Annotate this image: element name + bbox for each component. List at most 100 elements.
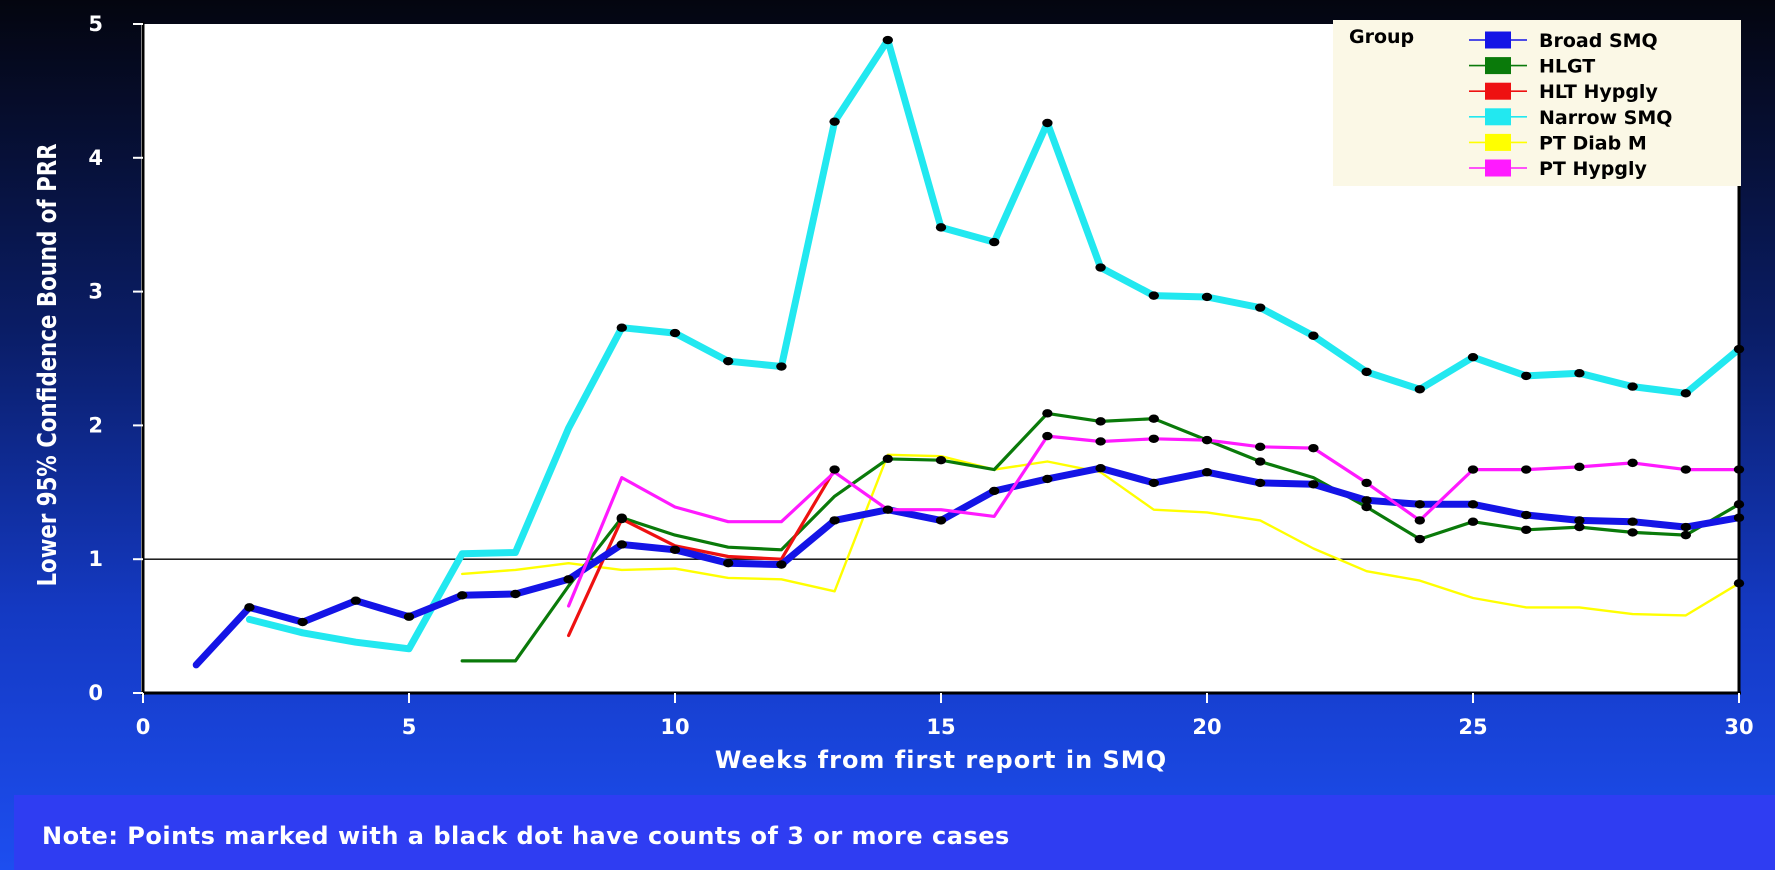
series-line-hlt-hypgly [566, 468, 837, 638]
data-point-pt-hypgly [1627, 458, 1638, 468]
data-point-narrow-smq [1467, 352, 1479, 362]
x-tick-label: 5 [402, 715, 417, 739]
data-point-broad-smq [1521, 510, 1532, 520]
y-tick-label: 1 [88, 547, 103, 571]
legend-title: Group [1349, 26, 1414, 48]
data-point-hlgt [1414, 534, 1426, 544]
legend-label-narrow-smq: Narrow SMQ [1539, 107, 1672, 129]
legend-swatch-broad-smq [1485, 31, 1511, 49]
x-tick-label: 15 [926, 715, 955, 739]
data-point-narrow-smq [723, 356, 734, 366]
data-point-pt-hypgly [1148, 434, 1160, 443]
data-point-narrow-smq [1574, 369, 1585, 378]
legend-label-pt-hypgly: PT Hypgly [1539, 158, 1648, 180]
data-point-broad-smq [403, 612, 415, 621]
data-point-broad-smq [669, 545, 681, 555]
data-point-broad-smq [1095, 464, 1106, 473]
data-point-narrow-smq [1521, 371, 1532, 381]
data-point-hlgt [1255, 457, 1266, 466]
data-point-hlt-hypgly [616, 514, 627, 524]
data-point-narrow-smq [1308, 331, 1319, 340]
data-point-hlgt [1627, 528, 1638, 537]
y-tick-label: 5 [88, 12, 103, 36]
data-point-broad-smq [1680, 522, 1692, 532]
data-point-narrow-smq [776, 362, 787, 371]
data-point-narrow-smq [882, 35, 893, 45]
legend: Group Broad SMQ HLGT HLT Hypgly Narrow SMQ PT… [1333, 20, 1741, 186]
legend-swatch-narrow-smq [1485, 108, 1511, 126]
data-point-narrow-smq [1414, 385, 1426, 394]
data-point-broad-smq [1148, 478, 1160, 488]
data-point-broad-smq [350, 596, 361, 605]
data-point-hlgt [935, 455, 947, 465]
y-tick-label: 2 [88, 413, 103, 437]
data-point-broad-smq [935, 516, 947, 525]
data-point-hlgt [1042, 409, 1053, 418]
data-point-hlgt [1361, 502, 1372, 512]
data-point-broad-smq [1361, 496, 1372, 505]
data-point-narrow-smq [935, 223, 947, 232]
data-point-pt-hypgly [1095, 437, 1106, 446]
data-point-broad-smq [1201, 468, 1213, 477]
data-point-pt-hypgly [1201, 435, 1213, 445]
data-point-hlgt [1467, 517, 1479, 526]
data-point-narrow-smq [989, 237, 1000, 247]
data-point-broad-smq [297, 617, 308, 627]
y-tick-label: 3 [88, 280, 103, 304]
data-point-narrow-smq [1361, 367, 1372, 377]
data-point-narrow-smq [829, 117, 840, 126]
data-point-broad-smq [1255, 478, 1266, 488]
data-point-pt-hypgly [1574, 462, 1585, 472]
legend-swatch-hlgt [1485, 57, 1511, 75]
data-point-narrow-smq [1627, 382, 1638, 391]
data-point-broad-smq [829, 516, 840, 525]
x-tick-label: 0 [136, 715, 151, 739]
data-point-hlgt [1680, 530, 1692, 540]
note-bar [14, 795, 1775, 870]
x-tick-label: 30 [1724, 715, 1753, 739]
data-point-narrow-smq [1095, 263, 1106, 272]
data-point-narrow-smq [616, 323, 627, 332]
note-text: Note: Points marked with a black dot hav… [42, 822, 1010, 850]
data-point-broad-smq [882, 505, 893, 514]
data-point-narrow-smq [669, 328, 681, 338]
data-point-pt-hypgly [1467, 465, 1479, 474]
data-point-pt-hypgly [1521, 465, 1532, 474]
data-point-broad-smq [244, 603, 255, 612]
legend-label-pt-diab-m: PT Diab M [1539, 132, 1647, 154]
data-point-broad-smq [563, 575, 574, 584]
y-tick-label: 0 [88, 681, 103, 705]
data-point-pt-hypgly [1042, 431, 1053, 441]
data-point-pt-hypgly [1680, 465, 1692, 474]
data-point-hlgt [882, 454, 893, 464]
x-tick-label: 25 [1458, 715, 1487, 739]
data-point-broad-smq [1414, 500, 1426, 509]
data-point-pt-hypgly [1255, 442, 1266, 452]
data-point-broad-smq [1574, 516, 1585, 525]
data-point-hlgt [1148, 414, 1160, 423]
data-point-broad-smq [989, 486, 1000, 496]
data-point-broad-smq [1627, 517, 1638, 526]
data-point-pt-hypgly [1361, 478, 1372, 488]
y-tick-label: 4 [88, 146, 103, 170]
legend-label-hlt-hypgly: HLT Hypgly [1539, 81, 1658, 103]
data-point-broad-smq [457, 591, 468, 600]
data-point-broad-smq [616, 540, 627, 549]
data-point-broad-smq [1308, 480, 1319, 489]
x-axis-title: Weeks from first report in SMQ [715, 746, 1167, 774]
data-point-broad-smq [776, 560, 787, 569]
data-point-broad-smq [1042, 474, 1053, 484]
data-point-broad-smq [1467, 500, 1479, 509]
data-point-broad-smq [510, 589, 521, 599]
data-point-narrow-smq [1680, 389, 1692, 398]
data-point-broad-smq [723, 559, 734, 568]
data-point-hlgt [1095, 417, 1106, 426]
legend-swatch-pt-diab-m [1485, 133, 1511, 151]
x-tick-label: 10 [660, 715, 689, 739]
legend-swatch-hlt-hypgly [1485, 82, 1511, 100]
data-point-hlgt [1521, 525, 1532, 534]
data-point-narrow-smq [1255, 303, 1266, 312]
legend-swatch-pt-hypgly [1485, 159, 1511, 177]
legend-box [1333, 20, 1741, 186]
